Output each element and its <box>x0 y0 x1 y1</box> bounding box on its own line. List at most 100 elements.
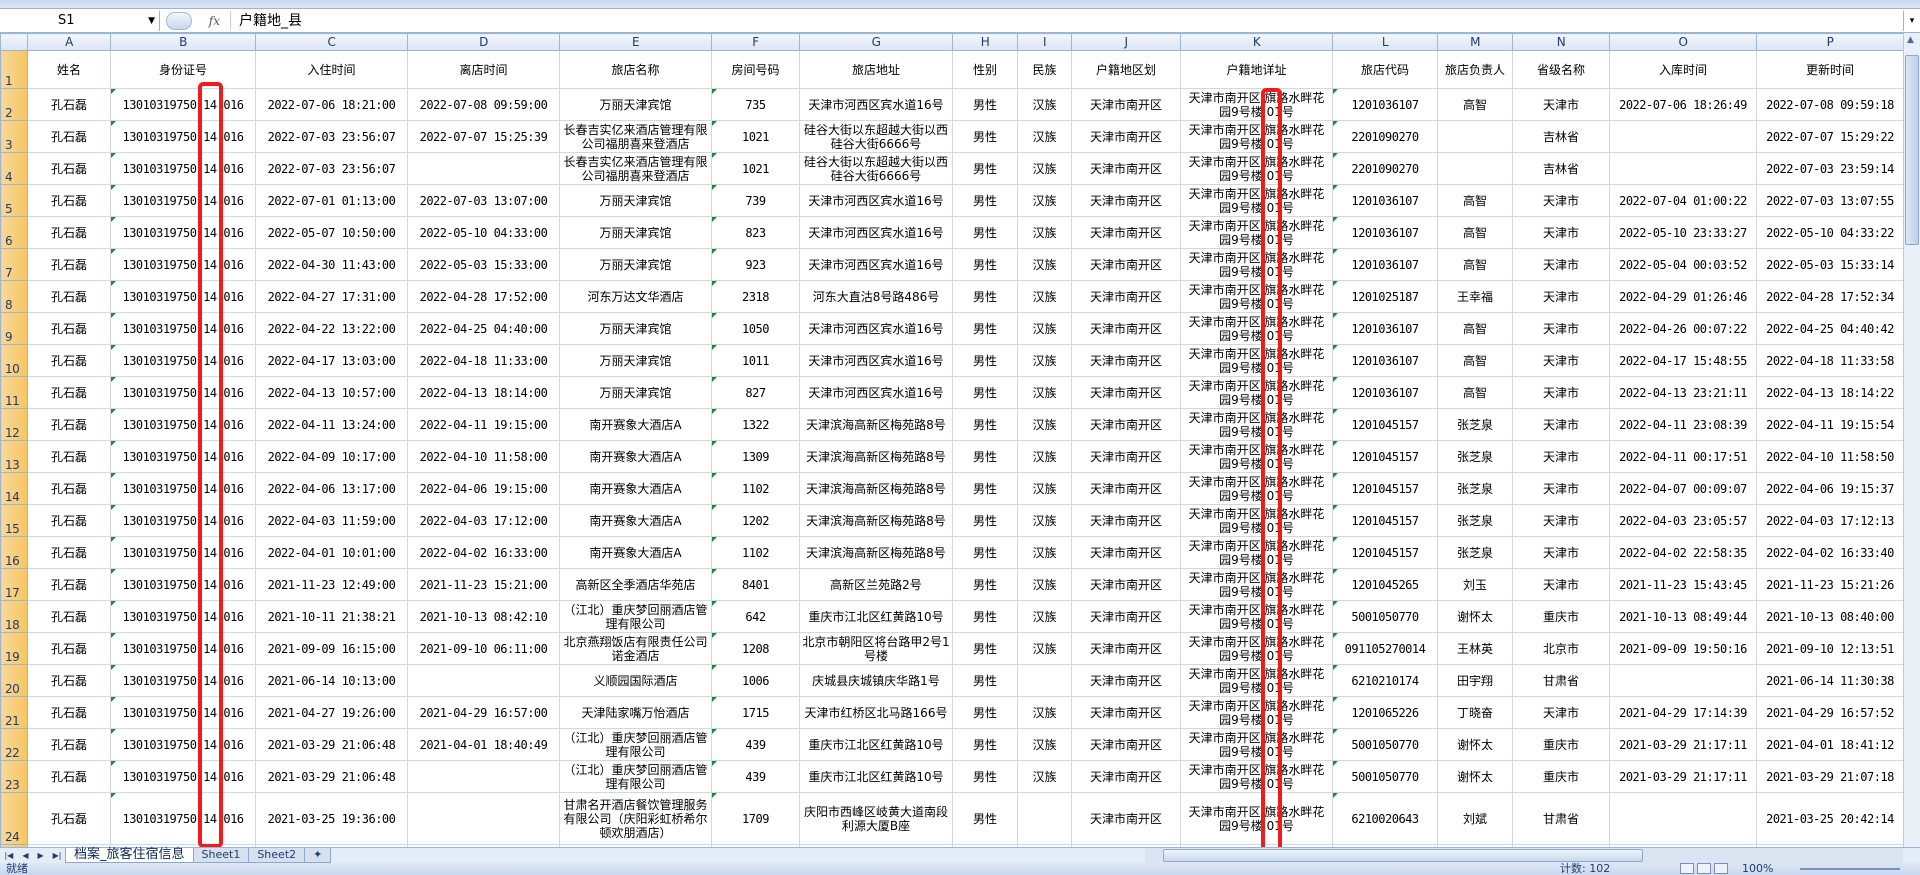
cell-C[interactable]: 2022-07-06 18:21:00 <box>255 88 408 121</box>
cell-I[interactable]: 汉族 <box>1017 504 1072 537</box>
cell-C[interactable]: 2022-04-03 11:59:00 <box>255 504 408 537</box>
cell-N[interactable]: 天津市 <box>1512 312 1610 345</box>
cell-O[interactable]: 2021-10-13 08:49:44 <box>1609 600 1757 633</box>
cell-K[interactable]: 天津市南开区 旗路水畔花园9号楼 01号 <box>1180 568 1333 601</box>
sheet-tab-archive[interactable]: 档案_旅客住宿信息 <box>65 848 194 863</box>
chevron-down-icon[interactable]: ▼ <box>148 15 155 26</box>
cell-E[interactable]: 南开赛象大酒店A <box>559 408 712 441</box>
cell-O[interactable]: 2022-07-06 18:26:49 <box>1609 88 1757 121</box>
cell-H[interactable]: 男性 <box>952 280 1018 313</box>
cell-E[interactable]: 万丽天津宾馆 <box>559 184 712 217</box>
spreadsheet-grid[interactable]: A B C D E F G H I J K L M N O P 1 姓名 身份证号 入住时间 离店时间 旅店名称 房间号码旅… <box>0 33 1903 847</box>
horizontal-scroll-thumb[interactable] <box>1163 849 1643 862</box>
cell-L[interactable]: 1201045157 <box>1332 472 1438 505</box>
cell-I[interactable]: 汉族 <box>1017 472 1072 505</box>
cell-D[interactable]: 2021-04-01 18:40:49 <box>407 728 560 761</box>
cell-A[interactable]: 孔石磊 <box>27 664 111 697</box>
cell-D[interactable] <box>407 152 560 185</box>
cell-M[interactable]: 谢怀太 <box>1437 728 1513 761</box>
cell-J[interactable]: 天津市南开区 <box>1071 88 1181 121</box>
cell-A[interactable]: 孔石磊 <box>27 216 111 249</box>
cell-H[interactable]: 男性 <box>952 88 1018 121</box>
cell-M[interactable]: 高智 <box>1437 344 1513 377</box>
cell-M[interactable]: 谢怀太 <box>1437 760 1513 793</box>
cell-G[interactable]: 天津市河西区宾水道16号 <box>799 216 953 249</box>
cell-B[interactable]: 13010319750 14 016 <box>110 344 256 377</box>
cell-P[interactable]: 2022-04-13 18:14:22 <box>1756 376 1903 409</box>
cell-B[interactable]: 13010319750 14 016 <box>110 216 256 249</box>
cell-L[interactable]: 2201090270 <box>1332 152 1438 185</box>
cell-M[interactable]: 丁晓奋 <box>1437 696 1513 729</box>
row-header[interactable]: 15 <box>0 504 28 537</box>
cell-L[interactable]: 5001050770 <box>1332 728 1438 761</box>
cell-M[interactable]: 张芝泉 <box>1437 472 1513 505</box>
cell-N[interactable]: 重庆市 <box>1512 600 1610 633</box>
cell-G[interactable]: 重庆市江北区红黄路10号 <box>799 728 953 761</box>
cell-J[interactable]: 天津市南开区 <box>1071 120 1181 153</box>
cell-B[interactable]: 13010319750 14 016 <box>110 184 256 217</box>
cell-O[interactable]: 2022-04-11 00:17:51 <box>1609 440 1757 473</box>
cell-F[interactable]: 1202 <box>711 504 800 537</box>
cell-D[interactable]: 2022-04-10 11:58:00 <box>407 440 560 473</box>
cell-P[interactable]: 2021-04-29 16:57:52 <box>1756 696 1903 729</box>
cell-E[interactable]: 万丽天津宾馆 <box>559 376 712 409</box>
row-header[interactable]: 21 <box>0 696 28 729</box>
cell-K[interactable]: 天津市南开区 旗路水畔花园9号楼 01号 <box>1180 504 1333 537</box>
cell-O[interactable]: 2022-04-11 23:08:39 <box>1609 408 1757 441</box>
cell-G[interactable]: 天津滨海高新区梅苑路8号 <box>799 440 953 473</box>
cell-P[interactable]: 2021-04-01 18:41:12 <box>1756 728 1903 761</box>
row-header[interactable]: 2 <box>0 88 28 121</box>
cell-D[interactable]: 2022-07-03 13:07:00 <box>407 184 560 217</box>
cell-G[interactable]: 庆城县庆城镇庆华路1号 <box>799 664 953 697</box>
row-header[interactable]: 5 <box>0 184 28 217</box>
cell-A[interactable]: 孔石磊 <box>27 472 111 505</box>
cell-G[interactable]: 硅谷大街以东超越大街以西硅谷大街6666号 <box>799 152 953 185</box>
cell-K[interactable]: 天津市南开区 旗路水畔花园9号楼 01号 <box>1180 600 1333 633</box>
cell-L[interactable]: 1201036107 <box>1332 376 1438 409</box>
row-header[interactable]: 17 <box>0 568 28 601</box>
header-cell[interactable]: 户籍地区划 <box>1071 50 1181 89</box>
cell-F[interactable]: 1102 <box>711 472 800 505</box>
cell-A[interactable]: 孔石磊 <box>27 536 111 569</box>
sheet-tab-sheet1[interactable]: Sheet1 <box>192 848 250 863</box>
cell-B[interactable]: 13010319750 14 016 <box>110 728 256 761</box>
cell-C[interactable]: 2022-04-27 17:31:00 <box>255 280 408 313</box>
cell-F[interactable]: 8401 <box>711 568 800 601</box>
cell-C[interactable]: 2022-05-07 10:50:00 <box>255 216 408 249</box>
cell-F[interactable]: 823 <box>711 216 800 249</box>
cell-L[interactable]: 2201090270 <box>1332 120 1438 153</box>
row-header[interactable]: 23 <box>0 760 28 793</box>
row-header[interactable]: 14 <box>0 472 28 505</box>
cell-H[interactable]: 男性 <box>952 760 1018 793</box>
column-header-G[interactable]: G <box>799 33 953 51</box>
cell-L[interactable]: 6210020643 <box>1332 792 1438 845</box>
cell-D[interactable]: 2021-10-13 08:42:10 <box>407 600 560 633</box>
name-box[interactable]: S1 ▼ <box>0 10 160 31</box>
cell-L[interactable]: 1201036107 <box>1332 344 1438 377</box>
cell-L[interactable]: 6210210174 <box>1332 664 1438 697</box>
cell-B[interactable]: 13010319750 14 016 <box>110 376 256 409</box>
cell-P[interactable]: 2022-07-08 09:59:18 <box>1756 88 1903 121</box>
cell-L[interactable]: 1201045157 <box>1332 408 1438 441</box>
cell-M[interactable]: 高智 <box>1437 184 1513 217</box>
cell-F[interactable]: 1709 <box>711 792 800 845</box>
cell-H[interactable]: 男性 <box>952 408 1018 441</box>
cell-I[interactable]: 汉族 <box>1017 728 1072 761</box>
cell-B[interactable]: 13010319750 14 016 <box>110 312 256 345</box>
row-header[interactable]: 8 <box>0 280 28 313</box>
cell-F[interactable]: 439 <box>711 728 800 761</box>
cell-G[interactable]: 天津市河西区宾水道16号 <box>799 344 953 377</box>
cell-J[interactable]: 天津市南开区 <box>1071 248 1181 281</box>
cell-J[interactable]: 天津市南开区 <box>1071 568 1181 601</box>
cell-F[interactable]: 2318 <box>711 280 800 313</box>
cell-I[interactable]: 汉族 <box>1017 344 1072 377</box>
cell-G[interactable]: 硅谷大街以东超越大街以西硅谷大街6666号 <box>799 120 953 153</box>
cell-O[interactable]: 2021-03-29 21:17:11 <box>1609 760 1757 793</box>
cell-K[interactable]: 天津市南开区 旗路水畔花园9号楼 01号 <box>1180 312 1333 345</box>
cell-N[interactable]: 天津市 <box>1512 696 1610 729</box>
formula-input[interactable]: 户籍地_县 <box>230 10 1903 31</box>
header-cell[interactable]: 民族 <box>1017 50 1072 89</box>
prev-sheet-icon[interactable]: ◀ <box>22 851 29 860</box>
cell-C[interactable]: 2022-04-17 13:03:00 <box>255 344 408 377</box>
cell-O[interactable]: 2022-05-10 23:33:27 <box>1609 216 1757 249</box>
